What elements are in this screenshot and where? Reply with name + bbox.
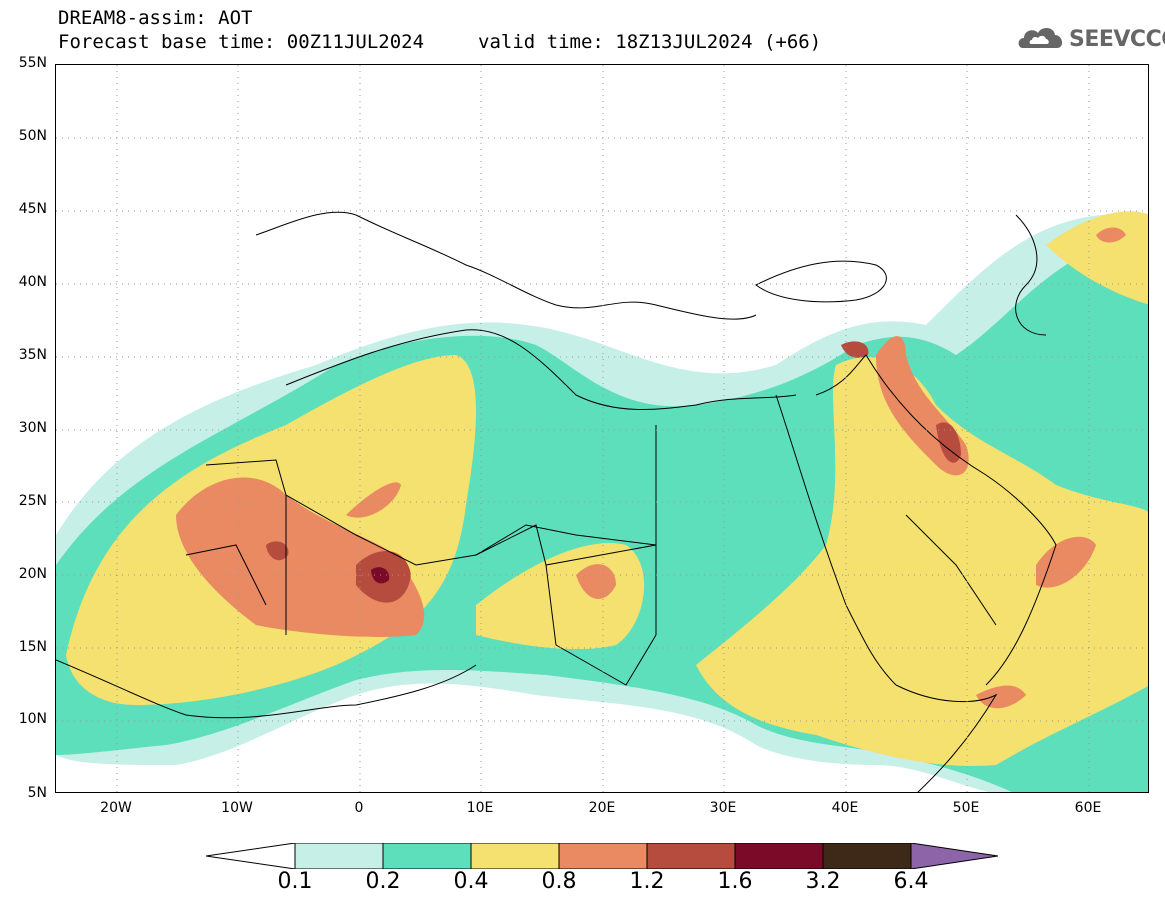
lon-label-50e: 50E xyxy=(952,800,980,816)
cloud-icon xyxy=(1018,27,1063,48)
aot-band-1.2-b xyxy=(266,541,289,561)
lat-label-10n: 10N xyxy=(18,711,47,727)
colorbar-swatch-0.2 xyxy=(382,843,472,869)
logo-text: SEEVCCC xyxy=(1069,27,1165,52)
colorbar-label-0.4: 0.4 xyxy=(453,869,489,894)
colorbar-swatch-0.8 xyxy=(558,843,648,869)
west-africa-coast xyxy=(56,659,477,719)
lat-label-30n: 30N xyxy=(18,420,47,436)
map-title: DREAM8-assim: AOT xyxy=(58,7,253,29)
aot-band-0.4-c xyxy=(696,357,1148,766)
lat-label-40n: 40N xyxy=(18,274,47,290)
lon-label-0: 0 xyxy=(354,800,364,816)
aot-band-0.8-e xyxy=(1036,536,1096,588)
aot-band-1.2-d xyxy=(841,341,869,358)
lon-label-60e: 60E xyxy=(1074,800,1102,816)
colorbar xyxy=(206,843,998,869)
lat-label-15n: 15N xyxy=(18,639,47,655)
colorbar-swatch-1.2 xyxy=(646,843,736,869)
colorbar-label-6.4: 6.4 xyxy=(893,869,929,894)
coastlines-borders xyxy=(56,211,1057,792)
aot-band-0.8-d xyxy=(576,564,616,599)
aot-band-0.8-g xyxy=(1096,227,1126,243)
lon-label-20e: 20E xyxy=(588,800,616,816)
lon-label-10e: 10E xyxy=(466,800,494,816)
arabia-coast xyxy=(815,354,1057,686)
colorbar-swatch-1.6 xyxy=(734,843,824,869)
lat-label-35n: 35N xyxy=(18,347,47,363)
aot-band-0.8-b xyxy=(346,482,401,518)
lat-label-5n: 5N xyxy=(27,785,47,801)
colorbar-low-arrow xyxy=(206,843,296,869)
lat-label-45n: 45N xyxy=(18,201,47,217)
mediterranean-coast xyxy=(285,329,797,410)
lat-label-20n: 20N xyxy=(18,566,47,582)
lat-label-55n: 55N xyxy=(18,55,47,71)
aot-map xyxy=(55,64,1149,793)
forecast-base-time: Forecast base time: 00Z11JUL2024 xyxy=(58,31,425,53)
red-sea-coast xyxy=(775,394,897,686)
colorbar-label-1.6: 1.6 xyxy=(717,869,753,894)
aot-band-0.8 xyxy=(176,477,425,637)
lon-label-10w: 10W xyxy=(221,800,253,816)
seevccc-logo: SEEVCCC xyxy=(1017,22,1165,58)
lat-label-25n: 25N xyxy=(18,493,47,509)
europe-coast xyxy=(255,211,757,320)
lon-label-20w: 20W xyxy=(100,800,132,816)
colorbar-label-0.1: 0.1 xyxy=(277,869,313,894)
black-sea xyxy=(755,260,887,303)
aot-band-0.8-f xyxy=(976,685,1026,709)
lat-label-50n: 50N xyxy=(18,128,47,144)
colorbar-label-1.2: 1.2 xyxy=(629,869,665,894)
caspian xyxy=(1015,214,1047,336)
colorbar-label-0.2: 0.2 xyxy=(365,869,401,894)
aot-shading xyxy=(56,211,1148,792)
colorbar-label-0.8: 0.8 xyxy=(541,869,577,894)
border-7 xyxy=(185,544,267,606)
border-1 xyxy=(205,459,657,566)
colorbar-swatch-3.2 xyxy=(822,843,912,869)
lon-label-30e: 30E xyxy=(709,800,737,816)
colorbar-swatch-0.4 xyxy=(470,843,560,869)
aot-band-1.2-c xyxy=(936,422,961,463)
horn-africa-coast xyxy=(895,684,998,792)
colorbar-label-3.2: 3.2 xyxy=(805,869,841,894)
border-5 xyxy=(545,564,657,686)
colorbar-high-arrow xyxy=(910,843,998,869)
gridlines xyxy=(56,65,1148,792)
border-6 xyxy=(905,514,997,626)
colorbar-swatch-0.1 xyxy=(294,843,384,869)
valid-time: valid time: 18Z13JUL2024 (+66) xyxy=(478,31,822,53)
lon-label-40e: 40E xyxy=(831,800,859,816)
